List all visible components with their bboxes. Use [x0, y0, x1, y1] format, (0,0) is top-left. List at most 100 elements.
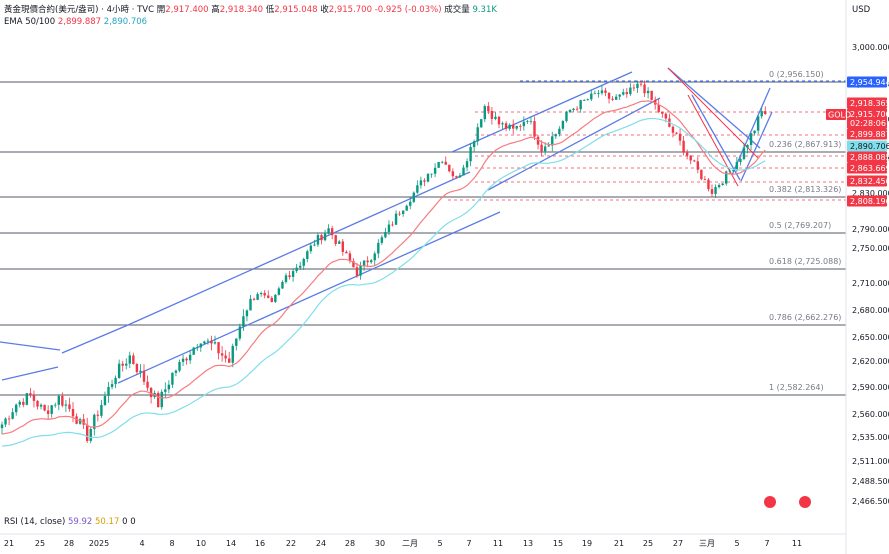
candle	[703, 175, 707, 181]
candle-body	[678, 133, 682, 141]
symbol-tag: GOLD	[826, 109, 851, 120]
candle-body	[366, 260, 369, 263]
candle	[536, 134, 540, 150]
candle	[68, 397, 71, 412]
candle-body	[540, 144, 543, 152]
y-tick-label: 2,620.000	[852, 357, 889, 366]
candle-body	[181, 358, 185, 362]
candle	[391, 221, 394, 227]
price-tag: 2,915.700	[847, 108, 889, 120]
x-tick-label: 7	[466, 539, 471, 548]
x-tick-label: 13	[523, 539, 533, 548]
price-tag: 2,832.450	[847, 175, 889, 187]
trend-channels[interactable]	[0, 67, 773, 384]
x-tick-label: 30	[375, 539, 385, 548]
candle	[423, 178, 426, 187]
candle	[103, 391, 107, 406]
price-tag-text: 2,890.706	[850, 142, 889, 151]
currency-label[interactable]: USD	[852, 5, 871, 15]
candle-body	[157, 392, 160, 408]
candle-body	[707, 179, 710, 190]
price-tag-text: 2,832.450	[850, 177, 889, 186]
candle-body	[96, 414, 100, 416]
candle	[465, 158, 469, 172]
candle-body	[600, 90, 604, 94]
rsi-ma-value: 50.17	[95, 517, 120, 527]
candle-body	[238, 326, 242, 339]
symbol-tag-text: GOLD	[828, 111, 851, 120]
price-tag-box	[847, 195, 887, 207]
candle-body	[405, 205, 408, 211]
price-tag: 2,899.887	[847, 128, 889, 140]
candle-body	[224, 355, 227, 359]
candle	[398, 211, 401, 217]
candle	[309, 243, 313, 254]
candle	[157, 391, 160, 408]
candle	[458, 172, 462, 178]
candle	[220, 346, 224, 362]
candle	[625, 88, 628, 98]
candle	[22, 398, 25, 408]
candle	[302, 257, 305, 270]
candle	[387, 220, 391, 236]
price-tag-box	[847, 108, 887, 120]
candle-body	[547, 145, 550, 147]
rsi-extra-1: 0	[122, 517, 128, 527]
candle-body	[526, 121, 529, 122]
price-tag-box	[847, 175, 887, 187]
x-tick-label: 22	[286, 539, 296, 548]
y-tick-label: 2,790.000	[852, 225, 889, 234]
candle-body	[295, 267, 298, 272]
candle-body	[430, 173, 433, 175]
time-axis[interactable]: 21 25 28 2025 4 8 10 14 16 22 24 28 30 二月 5 7 11 13 15 19 21…	[0, 533, 846, 548]
x-tick-label: 21	[614, 539, 624, 548]
ema-legend[interactable]: EMA 50/100 2,899.887 2,890.706	[4, 17, 147, 27]
rsi-legend[interactable]: RSI (14, close) 59.92 50.17 0 0	[4, 517, 136, 527]
candle-body	[142, 370, 146, 382]
candle	[96, 410, 100, 422]
candle-body	[721, 183, 724, 185]
y-tick-label: 2,830.000	[852, 189, 889, 198]
candle	[295, 264, 298, 274]
x-tick-label: 19	[582, 539, 592, 548]
candle-body	[629, 87, 632, 95]
x-tick-label: 10	[196, 539, 206, 548]
candle-body	[29, 393, 32, 395]
candle-body	[476, 127, 479, 142]
y-tick-label: 2,488.500	[852, 477, 889, 486]
ohlc-value-2: 2,915.048	[274, 5, 318, 15]
candle-body	[110, 384, 114, 387]
candle	[11, 408, 14, 420]
candle-body	[288, 275, 291, 277]
candle	[551, 131, 554, 152]
candle	[0, 421, 4, 435]
candle	[419, 176, 423, 189]
candle	[249, 294, 252, 311]
candle-body	[171, 372, 174, 385]
candle-body	[252, 298, 256, 300]
symbol-header[interactable]: 黃金現價合約(美元/盎司) · 4小時 · TVC 開2,917.400 高2,…	[4, 3, 497, 15]
candle-body	[575, 108, 579, 110]
candle	[607, 92, 611, 104]
ema100-value: 2,890.706	[103, 17, 148, 27]
candle-body	[501, 123, 504, 125]
candle-body	[543, 146, 547, 152]
candle	[451, 168, 455, 180]
candle-body	[213, 342, 217, 344]
candle	[36, 400, 39, 410]
fibonacci-retracement[interactable]: 0 (2,956.150) 0.236 (2,867.913) 0.382 (2,8…	[0, 70, 846, 396]
x-tick-label: 25	[35, 539, 45, 548]
candle	[288, 270, 291, 280]
price-tag-text: 2,863.669	[850, 164, 889, 173]
candle-body	[462, 167, 465, 176]
candle	[540, 140, 543, 157]
y-tick-label: 2,710.000	[852, 279, 889, 288]
symbol-line: 黃金現價合約(美元/盎司) · 4小時 · TVC	[4, 5, 155, 15]
candle	[54, 402, 57, 408]
candle-body	[32, 394, 36, 401]
candle-body	[561, 121, 565, 129]
candle	[43, 404, 46, 412]
candle	[650, 90, 653, 101]
candle-body	[267, 295, 270, 298]
